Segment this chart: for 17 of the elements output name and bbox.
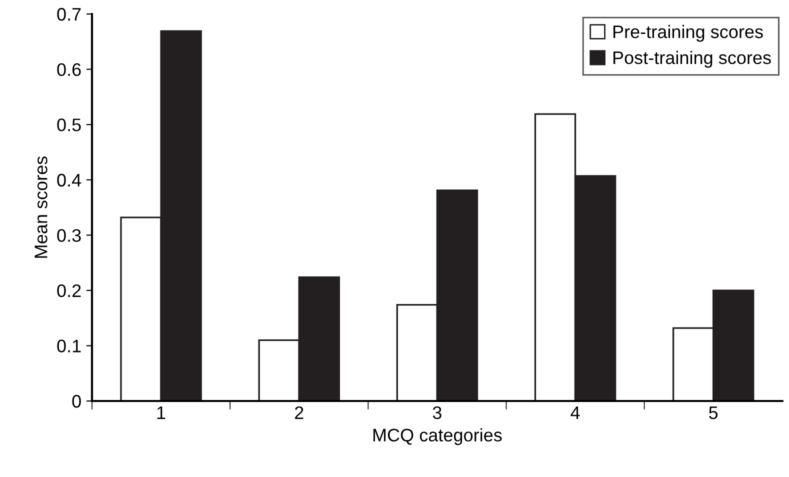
- y-tick-label: 0.5: [57, 118, 81, 132]
- y-axis-title: Mean scores: [34, 156, 48, 258]
- legend-label: Post-training scores: [613, 50, 771, 68]
- y-tick-label: 0.6: [57, 63, 81, 76]
- x-axis-title: MCQ categories: [373, 428, 502, 446]
- y-tick-label: 0.1: [57, 340, 81, 352]
- x-tick-label: 4: [570, 406, 580, 419]
- x-tick-label: 1: [157, 406, 166, 419]
- x-tick-label: 2: [295, 406, 304, 419]
- x-tick-label: 3: [432, 406, 442, 420]
- y-tick-label: 0.7: [57, 8, 81, 21]
- x-tick-label: 5: [709, 406, 718, 420]
- y-tick-label: 0: [72, 394, 81, 408]
- y-tick-label: 0.4: [57, 174, 82, 187]
- y-tick-label: 0.2: [57, 284, 81, 298]
- legend-label: Pre-training scores: [613, 24, 763, 42]
- y-tick-label: 0.3: [57, 229, 81, 242]
